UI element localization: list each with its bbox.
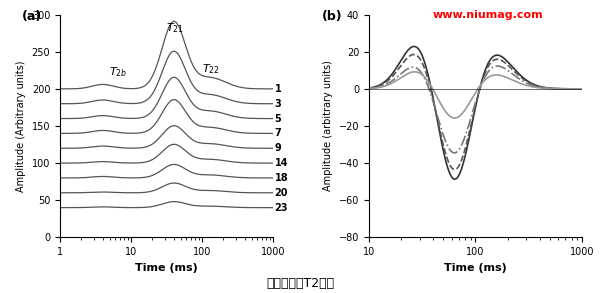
Text: (a): (a) — [22, 10, 42, 23]
Text: $T_{2b}$: $T_{2b}$ — [109, 66, 127, 79]
Text: www.niumag.com: www.niumag.com — [433, 10, 544, 20]
Text: 14: 14 — [275, 158, 288, 168]
X-axis label: Time (ms): Time (ms) — [135, 263, 198, 272]
Text: 9: 9 — [275, 143, 281, 153]
Text: 5: 5 — [275, 114, 281, 124]
Y-axis label: Amplitude (arbitrary units): Amplitude (arbitrary units) — [323, 61, 333, 191]
X-axis label: Time (ms): Time (ms) — [444, 263, 507, 272]
Text: 20: 20 — [275, 188, 288, 198]
Y-axis label: Amplitude (Arbitrary units): Amplitude (Arbitrary units) — [16, 60, 26, 192]
Text: 7: 7 — [275, 128, 281, 138]
Text: 1: 1 — [275, 84, 281, 94]
Text: (b): (b) — [322, 10, 343, 23]
Text: $T_{21}$: $T_{21}$ — [166, 21, 184, 35]
Text: 23: 23 — [275, 203, 288, 213]
Text: 18: 18 — [275, 173, 288, 183]
Text: 鱳鱼货架期T2图谱: 鱳鱼货架期T2图谱 — [266, 277, 334, 290]
Text: $T_{22}$: $T_{22}$ — [202, 62, 220, 76]
Text: 3: 3 — [275, 99, 281, 109]
